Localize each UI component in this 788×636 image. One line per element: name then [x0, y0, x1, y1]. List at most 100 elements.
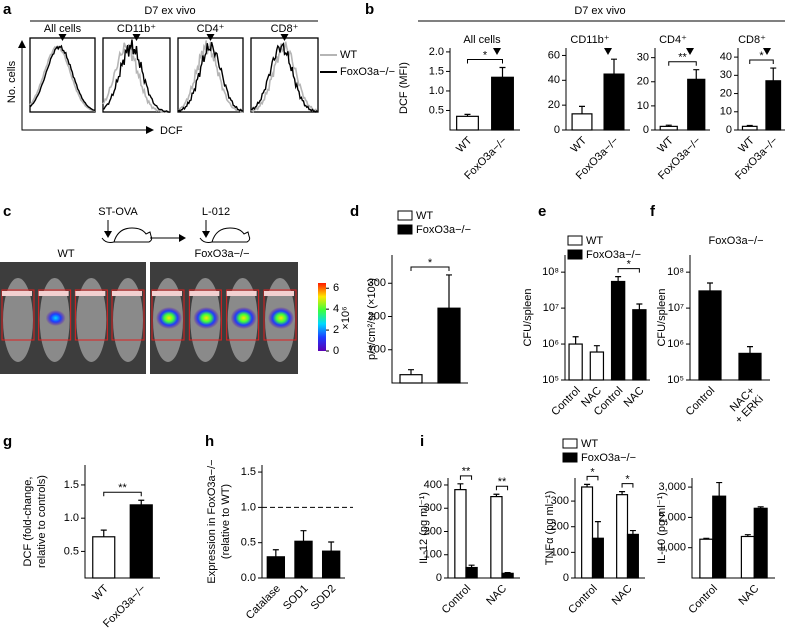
histogram-curve	[29, 44, 96, 112]
y-axis-label: Expression in FoxO3a−/−	[206, 459, 218, 583]
subpanel-title: All cells	[44, 23, 82, 35]
y-axis-label: CFU/spleen	[656, 288, 668, 346]
y-tick-label: 10⁵	[542, 374, 559, 386]
y-axis-label: CFU/spleen	[522, 288, 534, 346]
x-tick-label: Control	[549, 385, 583, 419]
roi-box	[188, 289, 222, 341]
y-tick-label: 40	[548, 74, 560, 86]
significance-bracket	[103, 491, 142, 497]
colorbar-label: ×10⁶	[340, 306, 352, 329]
y-tick-label: 1.0	[429, 85, 444, 97]
y-tick-label: 2.0	[429, 46, 444, 58]
bar	[437, 307, 461, 384]
y-tick-label: 1,000	[658, 542, 686, 554]
signal-blob	[230, 307, 257, 329]
arrowhead	[202, 231, 210, 238]
mouse-body	[76, 278, 107, 362]
y-axis-label: relative to controls)	[36, 475, 48, 568]
roi-box	[263, 289, 297, 341]
y-tick-label: 1.5	[64, 479, 79, 491]
error-bar	[408, 369, 414, 375]
error-bar	[746, 124, 753, 127]
y-tick-label: 300	[424, 502, 442, 514]
x-tick-label: Control	[566, 583, 600, 617]
error-bar	[572, 336, 579, 345]
x-tick-label: WT	[90, 582, 111, 603]
significance-bracket	[749, 59, 774, 65]
roi-tag	[2, 291, 32, 296]
y-tick-label: 200	[368, 310, 386, 322]
significance-bracket	[586, 475, 599, 481]
arrowhead	[146, 126, 154, 134]
chart-title: FoxO3a−/−	[708, 235, 763, 247]
axis-arrow	[21, 44, 148, 131]
panel-letter: i	[420, 433, 424, 450]
significance-bracket	[459, 475, 473, 480]
legend-label: WT	[581, 438, 598, 450]
x-tick-label: Control	[440, 583, 474, 617]
y-axis-label: IL-12 (pg ml⁻¹)	[418, 492, 430, 564]
error-bar	[594, 520, 601, 539]
subpanel-title: CD11b⁺	[117, 23, 156, 35]
histogram-curve	[250, 42, 319, 113]
significance-bracket	[495, 485, 509, 491]
bar	[699, 538, 714, 579]
y-tick-label: 30	[637, 52, 649, 64]
legend-label: WT	[416, 210, 433, 222]
legend-swatch	[397, 224, 413, 235]
y-tick-label: 10⁸	[667, 266, 684, 278]
y-tick-label: 0	[554, 124, 560, 136]
y-axis-label: p/s/cm²/sr (×10⁵)	[366, 278, 378, 360]
significance-label: **	[678, 52, 687, 64]
y-tick-label: 10	[720, 106, 732, 118]
bar	[687, 78, 706, 131]
histogram-frame	[177, 37, 244, 113]
error-bar	[493, 493, 500, 497]
legend-label: WT	[340, 49, 357, 61]
y-tick-label: 0.5	[429, 104, 444, 116]
protocol-step: ST-OVA	[98, 206, 138, 218]
bar	[321, 550, 341, 579]
y-tick-label: 0	[726, 124, 732, 136]
arrowhead	[763, 48, 771, 55]
bar	[610, 280, 626, 381]
error-bar	[619, 490, 626, 495]
chart-title: CD4⁺	[659, 34, 687, 46]
y-tick-label: 10	[637, 100, 649, 112]
legend-swatch	[397, 210, 413, 221]
error-bar	[693, 69, 700, 80]
significance-label: *	[627, 259, 632, 271]
bar	[465, 566, 478, 579]
bar	[490, 496, 503, 579]
bar	[738, 352, 762, 381]
error-bar	[611, 58, 617, 75]
roi-tag	[152, 291, 182, 296]
y-tick-label: 0.5	[241, 537, 256, 549]
bar	[399, 374, 423, 384]
group-label: WT	[57, 248, 74, 260]
signal-blob	[193, 307, 220, 329]
x-tick-label: WT	[454, 134, 475, 155]
signal-blob	[156, 307, 182, 329]
colorbar-tick-label: 4	[333, 303, 339, 315]
error-bar	[716, 481, 723, 497]
error-bar	[747, 345, 753, 354]
roi-box	[111, 289, 145, 341]
chart-title: CD11b⁺	[570, 34, 609, 46]
arrowhead	[104, 231, 112, 238]
bar	[626, 533, 639, 579]
roi-tag	[264, 291, 294, 296]
histogram-curve	[29, 45, 96, 112]
y-tick-label: 10⁸	[542, 266, 559, 278]
histogram-curve	[177, 40, 244, 113]
error-bar	[744, 534, 751, 537]
colorbar-tick-label: 0	[333, 345, 339, 357]
y-axis-label: DCF (MFI)	[398, 62, 410, 114]
roi-tag	[189, 291, 220, 296]
x-tick-label: NAC	[484, 583, 509, 608]
x-tick-label: WT	[569, 134, 590, 155]
legend-label: FoxO3a−/−	[586, 249, 641, 261]
y-axis-label: No. cells	[6, 60, 18, 103]
y-tick-label: 100	[551, 546, 569, 558]
